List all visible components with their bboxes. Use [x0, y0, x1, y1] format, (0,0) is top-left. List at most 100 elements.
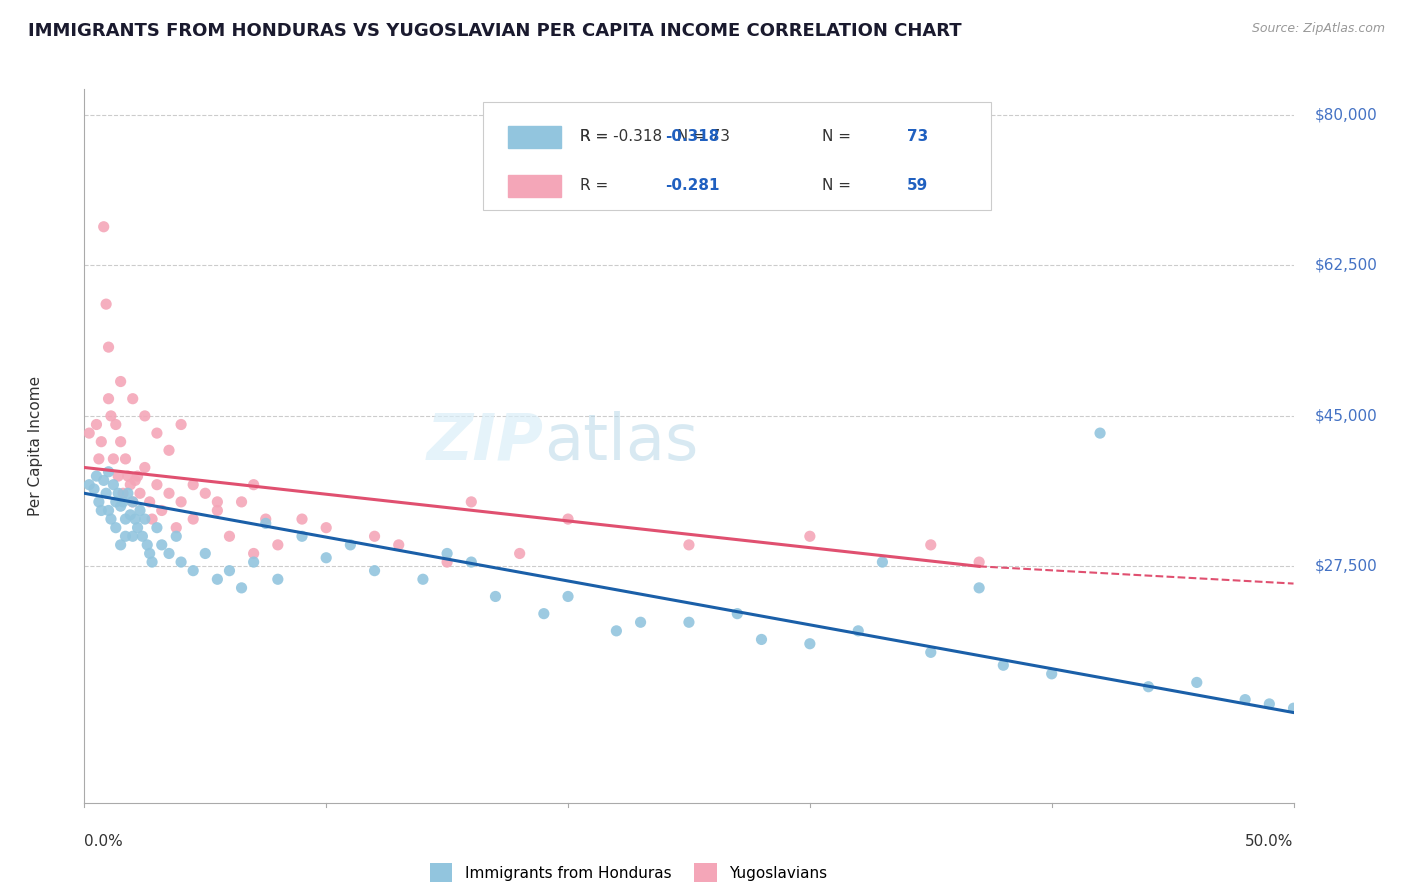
Point — [993, 658, 1015, 673]
Point — [120, 477, 142, 491]
Point — [138, 546, 160, 560]
Text: $27,500: $27,500 — [1315, 559, 1378, 574]
Point — [124, 512, 146, 526]
Point — [460, 495, 482, 509]
Point — [170, 555, 193, 569]
Point — [725, 607, 748, 621]
Point — [86, 417, 108, 432]
Text: $45,000: $45,000 — [1315, 409, 1378, 424]
Point — [920, 645, 942, 659]
Point — [138, 495, 160, 509]
Point — [267, 538, 290, 552]
Point — [181, 477, 204, 491]
FancyBboxPatch shape — [484, 102, 991, 210]
Point — [121, 392, 143, 406]
Point — [412, 572, 434, 586]
Point — [509, 546, 531, 560]
Point — [77, 477, 100, 491]
Point — [363, 529, 385, 543]
Point — [97, 465, 120, 479]
Point — [104, 417, 127, 432]
Point — [291, 512, 314, 526]
Point — [124, 474, 146, 488]
Point — [110, 434, 132, 449]
Point — [146, 477, 169, 491]
Point — [110, 375, 132, 389]
Point — [363, 564, 385, 578]
Point — [157, 486, 180, 500]
Text: R = -0.318   N = 73: R = -0.318 N = 73 — [581, 129, 730, 145]
Point — [104, 521, 127, 535]
Point — [107, 469, 129, 483]
Point — [127, 521, 149, 535]
Text: R =: R = — [581, 129, 613, 145]
Point — [100, 409, 122, 423]
Text: atlas: atlas — [544, 410, 699, 473]
Point — [315, 521, 337, 535]
Point — [121, 495, 143, 509]
Point — [254, 516, 277, 531]
Point — [100, 512, 122, 526]
Bar — [508, 175, 561, 196]
Point — [150, 538, 173, 552]
Point — [87, 495, 110, 509]
Text: 50.0%: 50.0% — [1246, 834, 1294, 849]
Point — [93, 219, 115, 234]
Point — [1185, 675, 1208, 690]
Text: -0.318: -0.318 — [665, 129, 718, 145]
Point — [484, 590, 506, 604]
Point — [86, 469, 108, 483]
Text: IMMIGRANTS FROM HONDURAS VS YUGOSLAVIAN PER CAPITA INCOME CORRELATION CHART: IMMIGRANTS FROM HONDURAS VS YUGOSLAVIAN … — [28, 22, 962, 40]
Point — [94, 486, 117, 500]
Point — [94, 297, 117, 311]
Point — [254, 512, 277, 526]
Point — [267, 572, 290, 586]
Point — [436, 555, 458, 569]
Point — [218, 529, 240, 543]
Point — [97, 340, 120, 354]
Point — [967, 555, 990, 569]
Point — [104, 495, 127, 509]
Point — [436, 546, 458, 560]
Point — [207, 495, 229, 509]
Point — [129, 503, 152, 517]
Point — [136, 538, 159, 552]
Point — [872, 555, 894, 569]
Point — [339, 538, 361, 552]
Point — [1040, 666, 1063, 681]
Point — [181, 512, 204, 526]
Point — [120, 508, 142, 522]
Bar — [508, 126, 561, 148]
Point — [678, 538, 700, 552]
Point — [157, 546, 180, 560]
Point — [87, 451, 110, 466]
Text: R =: R = — [581, 178, 613, 194]
Point — [846, 624, 869, 638]
Point — [134, 409, 156, 423]
Text: $80,000: $80,000 — [1315, 108, 1378, 122]
Point — [110, 499, 132, 513]
Point — [1088, 426, 1111, 441]
Point — [165, 529, 187, 543]
Point — [799, 529, 821, 543]
Point — [114, 529, 136, 543]
Point — [242, 477, 264, 491]
Point — [97, 503, 120, 517]
Text: 0.0%: 0.0% — [84, 834, 124, 849]
Point — [1258, 697, 1281, 711]
Point — [112, 495, 135, 509]
Point — [1282, 701, 1305, 715]
Text: Source: ZipAtlas.com: Source: ZipAtlas.com — [1251, 22, 1385, 36]
Point — [1137, 680, 1160, 694]
Point — [751, 632, 773, 647]
Point — [194, 486, 217, 500]
Point — [114, 451, 136, 466]
Point — [231, 495, 253, 509]
Point — [129, 486, 152, 500]
Point — [150, 503, 173, 517]
Point — [799, 637, 821, 651]
Point — [967, 581, 990, 595]
Point — [460, 555, 482, 569]
Point — [141, 555, 163, 569]
Point — [146, 521, 169, 535]
